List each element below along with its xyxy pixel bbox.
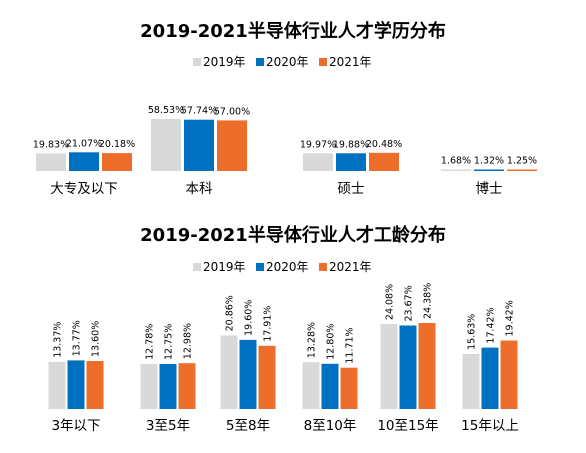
- bar-2021年-5至8年: [258, 345, 276, 409]
- data-label: 20.86%: [225, 295, 236, 331]
- category-label: 15年以上: [461, 418, 519, 434]
- data-label: 21.07%: [66, 138, 102, 149]
- category-label: 3年以下: [51, 418, 100, 434]
- chart-2-title: 2019-2021半导体行业人才工龄分布: [140, 224, 446, 246]
- chart-1-bars: 19.83%21.07%20.18% 大专及以下 58.53%57.74%57.00…: [33, 105, 537, 197]
- data-label: 19.83%: [33, 139, 69, 150]
- bar-2020年-大专及以下: [69, 152, 99, 171]
- data-label: 20.18%: [99, 139, 135, 150]
- bar-2021年-3年以下: [86, 361, 104, 409]
- data-label: 1.68%: [441, 156, 471, 167]
- data-label: 57.74%: [181, 106, 217, 117]
- chart-2-legend: 2019年 2020年 2021年: [193, 260, 372, 274]
- data-label: 12.75%: [164, 324, 175, 360]
- bar-2019年-15年以上: [462, 353, 480, 409]
- legend-swatch-2020: [256, 58, 264, 66]
- data-label: 15.63%: [467, 314, 478, 350]
- bar-2021年-8至10年: [340, 367, 358, 409]
- category-label: 大专及以下: [50, 181, 118, 197]
- bar-2019年-大专及以下: [36, 153, 66, 171]
- data-label: 20.48%: [366, 139, 402, 150]
- data-label: 12.80%: [326, 324, 337, 360]
- data-label: 17.42%: [486, 307, 497, 343]
- bar-2019年-5至8年: [220, 335, 238, 409]
- data-label: 19.88%: [333, 139, 369, 150]
- data-label: 13.60%: [91, 321, 102, 357]
- chart-1-title: 2019-2021半导体行业人才学历分布: [140, 20, 446, 42]
- bar-2019年-8至10年: [302, 362, 320, 409]
- bar-2019年-3至5年: [140, 363, 158, 409]
- legend-label-2021: 2021年: [329, 55, 372, 69]
- legend-label-2019: 2019年: [203, 260, 246, 274]
- bar-2019年-硕士: [303, 153, 333, 171]
- data-label: 58.53%: [148, 105, 184, 116]
- category-label: 本科: [186, 181, 213, 197]
- bar-2021年-10至15年: [418, 323, 436, 409]
- data-label: 24.08%: [385, 284, 396, 320]
- bar-2021年-15年以上: [500, 340, 518, 409]
- bar-2019年-10至15年: [380, 324, 398, 409]
- chart-1-legend: 2019年 2020年 2021年: [193, 55, 372, 69]
- category-label: 硕士: [338, 181, 365, 197]
- category-label: 5至8年: [226, 418, 270, 434]
- data-label: 19.60%: [244, 300, 255, 336]
- data-label: 19.97%: [300, 139, 336, 150]
- bar-2020年-3至5年: [159, 364, 177, 409]
- legend-label-2021: 2021年: [329, 260, 372, 274]
- data-label: 1.25%: [507, 156, 537, 167]
- legend-swatch-2019: [193, 58, 201, 66]
- bar-2021年-3至5年: [178, 363, 196, 409]
- data-label: 17.91%: [263, 306, 274, 342]
- bar-2019年-本科: [151, 119, 181, 171]
- legend-label-2019: 2019年: [203, 55, 246, 69]
- data-label: 19.42%: [505, 300, 516, 336]
- data-label: 13.37%: [53, 322, 64, 358]
- data-label: 23.67%: [404, 285, 415, 321]
- category-label: 8至10年: [304, 418, 357, 434]
- data-label: 13.28%: [307, 322, 318, 358]
- bar-2020年-8至10年: [321, 363, 339, 409]
- bar-2020年-硕士: [336, 153, 366, 171]
- category-label: 博士: [476, 180, 503, 197]
- bar-2020年-5至8年: [239, 339, 257, 409]
- legend-swatch-2021: [319, 263, 327, 271]
- bar-2021年-大专及以下: [102, 153, 132, 171]
- data-label: 11.71%: [345, 327, 356, 363]
- legend-swatch-2019: [193, 263, 201, 271]
- legend-label-2020: 2020年: [266, 260, 309, 274]
- legend-label-2020: 2020年: [266, 55, 309, 69]
- bar-2020年-15年以上: [481, 347, 499, 409]
- bar-2020年-10至15年: [399, 325, 417, 409]
- data-label: 24.38%: [423, 283, 434, 319]
- legend-swatch-2020: [256, 263, 264, 271]
- bar-2020年-本科: [184, 119, 214, 171]
- legend-swatch-2021: [319, 58, 327, 66]
- data-label: 13.77%: [72, 320, 83, 356]
- bar-2021年-博士: [507, 169, 537, 171]
- bar-2021年-硕士: [369, 152, 399, 171]
- bar-2019年-博士: [441, 169, 471, 171]
- bar-2019年-3年以下: [48, 361, 66, 409]
- chart-2-bars: 13.37% 13.77% 13.60% 3年以下 12.78% 12.75% 12.98%…: [48, 283, 519, 434]
- bar-2020年-3年以下: [67, 360, 85, 409]
- category-label: 3至5年: [146, 418, 190, 434]
- data-label: 1.32%: [474, 156, 504, 167]
- data-label: 57.00%: [214, 106, 250, 117]
- bar-2021年-本科: [217, 120, 247, 171]
- data-label: 12.78%: [145, 324, 156, 360]
- category-label: 10至15年: [377, 418, 438, 434]
- data-label: 12.98%: [183, 323, 194, 359]
- bar-2020年-博士: [474, 169, 504, 171]
